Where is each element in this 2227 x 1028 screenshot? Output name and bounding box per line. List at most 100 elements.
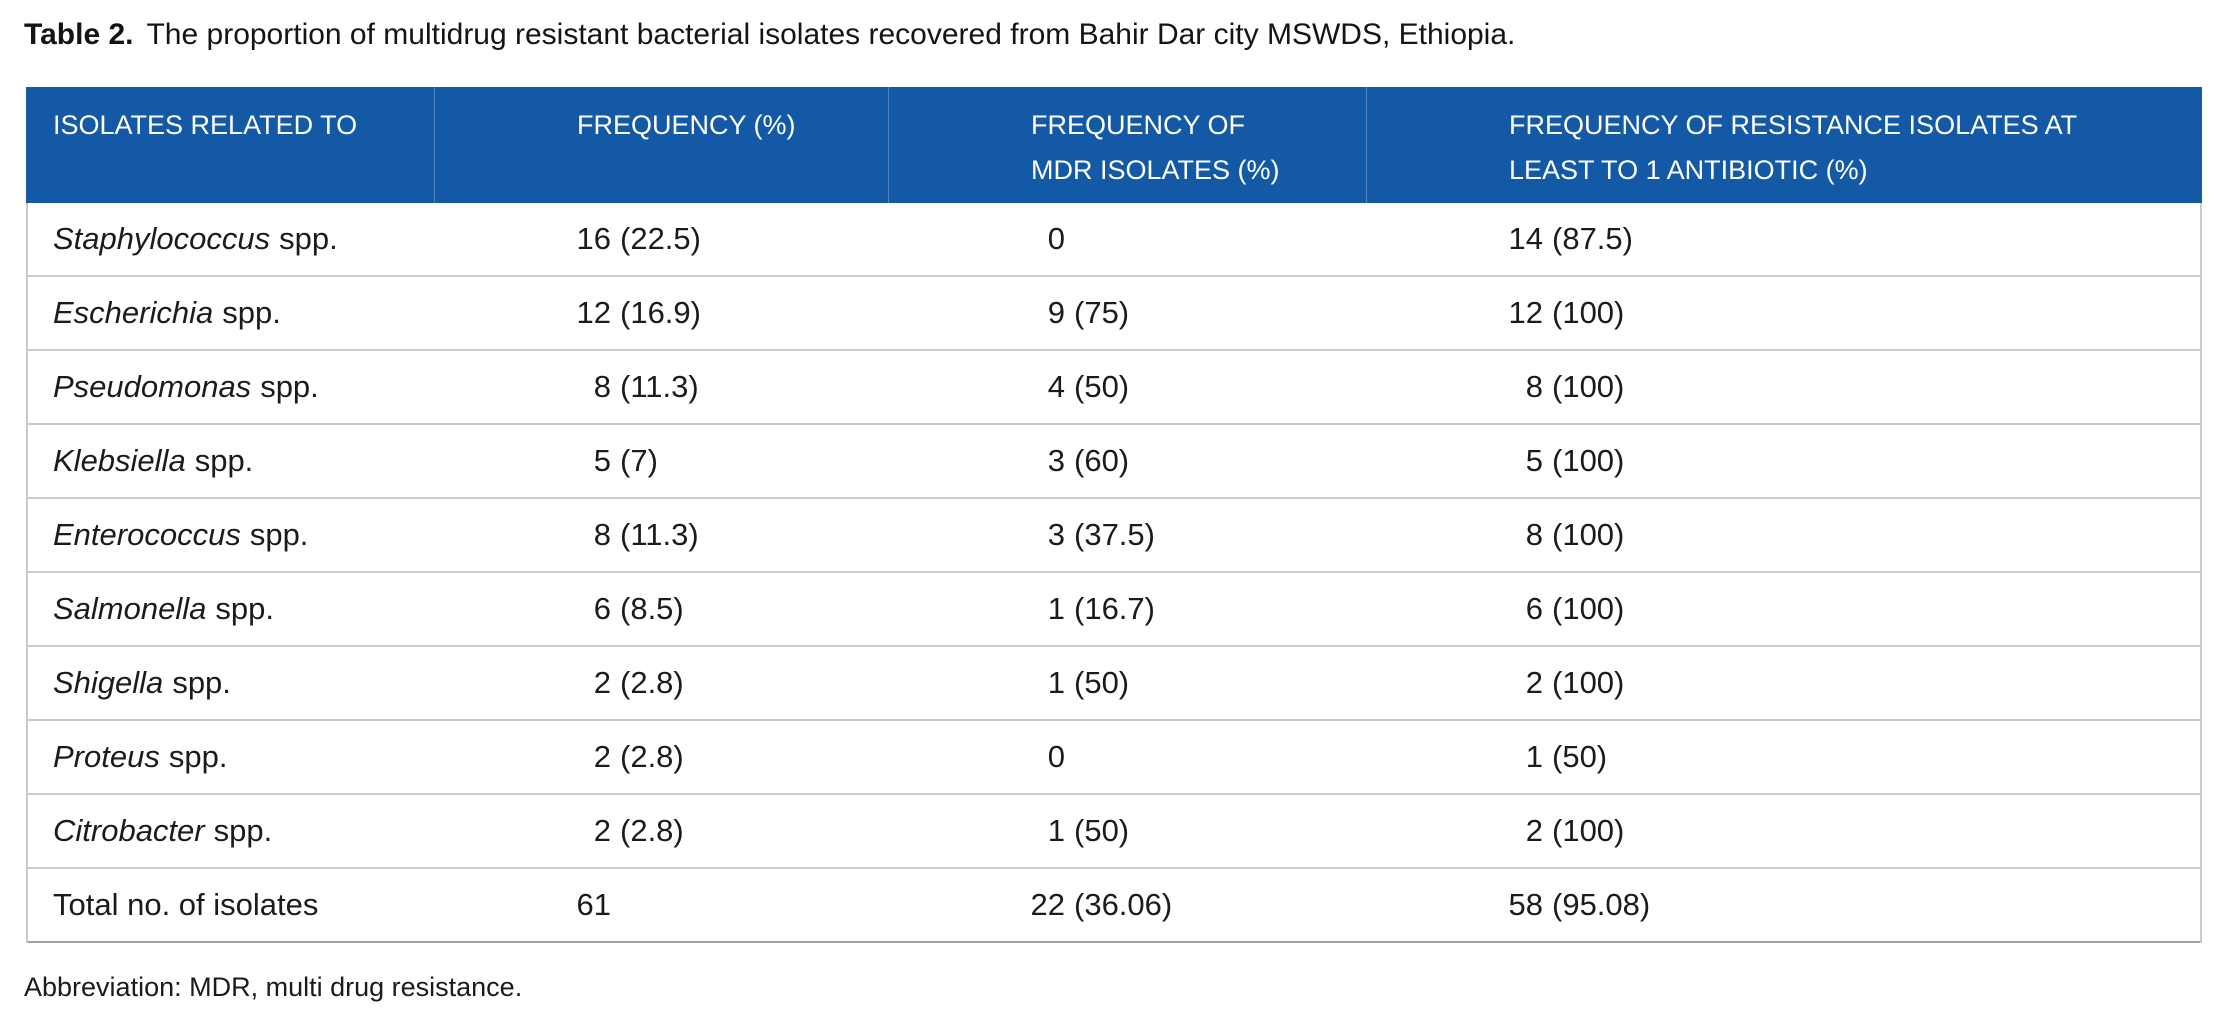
frequency-cell: 61 — [434, 887, 888, 923]
resistance-frequency-cell: 2 (100) — [1366, 665, 2200, 701]
column-header-frequency: FREQUENCY (%) — [434, 87, 888, 203]
species-suffix: spp. — [249, 517, 309, 552]
mdr-frequency-cell: 0 — [888, 739, 1366, 775]
mdr-count: 1 — [1047, 813, 1065, 848]
header-line: FREQUENCY OF — [1031, 110, 1246, 140]
header-line: FREQUENCY OF RESISTANCE ISOLATES AT — [1509, 110, 2078, 140]
frequency-count: 5 — [593, 443, 611, 478]
resistance-frequency-cell: 14 (87.5) — [1366, 221, 2200, 257]
resistance-count: 1 — [1525, 739, 1543, 774]
mdr-percent: (75) — [1074, 295, 1130, 330]
resistance-percent: (100) — [1552, 443, 1625, 478]
frequency-percent: (2.8) — [620, 665, 684, 700]
table-row: Salmonella spp. 6 (8.5) 1 (16.7) 6 (100) — [28, 573, 2200, 647]
species-suffix: spp. — [168, 739, 228, 774]
mdr-count: 3 — [1047, 443, 1065, 478]
mdr-percent: (36.06) — [1074, 887, 1173, 922]
mdr-count: 0 — [1047, 739, 1065, 774]
genus-name: Proteus — [53, 739, 160, 774]
table-row-total: Total no. of isolates 61 22 (36.06) 58 (95… — [28, 869, 2200, 943]
table-row: Citrobacter spp. 2 (2.8) 1 (50) 2 (100) — [28, 795, 2200, 869]
table-row: Klebsiella spp. 5 (7) 3 (60) 5 (100) — [28, 425, 2200, 499]
mdr-frequency-cell: 1 (16.7) — [888, 591, 1366, 627]
resistance-frequency-cell: 8 (100) — [1366, 517, 2200, 553]
frequency-cell: 12 (16.9) — [434, 295, 888, 331]
genus-name: Shigella — [53, 665, 164, 700]
frequency-count: 2 — [593, 813, 611, 848]
frequency-count: 61 — [576, 887, 611, 922]
frequency-cell: 16 (22.5) — [434, 221, 888, 257]
frequency-percent: (7) — [620, 443, 658, 478]
table-caption: Table 2. The proportion of multidrug resi… — [24, 20, 1515, 50]
footnote: Abbreviation: MDR, multi drug resistance… — [24, 972, 523, 1002]
table-row: Staphylococcus spp. 16 (22.5) 0 14 (87.5) — [28, 203, 2200, 277]
resistance-percent: (95.08) — [1552, 887, 1651, 922]
resistance-frequency-cell: 5 (100) — [1366, 443, 2200, 479]
table-row: Escherichia spp. 12 (16.9) 9 (75) 12 (100) — [28, 277, 2200, 351]
frequency-percent: (16.9) — [620, 295, 701, 330]
frequency-percent: (22.5) — [620, 221, 701, 256]
frequency-count: 6 — [593, 591, 611, 626]
species-suffix: spp. — [172, 665, 231, 700]
resistance-percent: (100) — [1552, 665, 1625, 700]
genus-name: Salmonella — [53, 591, 207, 626]
species-suffix: spp. — [279, 221, 338, 256]
caption-text: The proportion of multidrug resistant ba… — [146, 18, 1516, 51]
resistance-frequency-cell: 8 (100) — [1366, 369, 2200, 405]
mdr-count: 1 — [1047, 665, 1065, 700]
table-body: Staphylococcus spp. 16 (22.5) 0 14 (87.5) E… — [26, 203, 2202, 943]
genus-name: Klebsiella — [53, 443, 186, 478]
frequency-cell: 2 (2.8) — [434, 665, 888, 701]
mdr-count: 0 — [1047, 221, 1065, 256]
resistance-frequency-cell: 2 (100) — [1366, 813, 2200, 849]
frequency-count: 8 — [593, 517, 611, 552]
caption-label: Table 2. — [24, 18, 134, 51]
total-label: Total no. of isolates — [53, 887, 319, 922]
mdr-frequency-cell: 9 (75) — [888, 295, 1366, 331]
resistance-count: 2 — [1525, 813, 1543, 848]
frequency-count: 8 — [593, 369, 611, 404]
resistance-frequency-cell: 12 (100) — [1366, 295, 2200, 331]
genus-name: Citrobacter — [53, 813, 205, 848]
header-line: ISOLATES RELATED TO — [53, 110, 358, 140]
table-row: Enterococcus spp. 8 (11.3) 3 (37.5) 8 (100) — [28, 499, 2200, 573]
mdr-frequency-cell: 3 (37.5) — [888, 517, 1366, 553]
genus-name: Escherichia — [53, 295, 214, 330]
mdr-count: 4 — [1047, 369, 1065, 404]
header-line: LEAST TO 1 ANTIBIOTIC (%) — [1509, 155, 1868, 185]
isolate-name-cell: Enterococcus spp. — [28, 517, 434, 553]
frequency-percent: (8.5) — [620, 591, 684, 626]
isolate-name-cell: Klebsiella spp. — [28, 443, 434, 479]
isolate-name-cell: Shigella spp. — [28, 665, 434, 701]
header-line: MDR ISOLATES (%) — [1031, 155, 1280, 185]
frequency-percent: (11.3) — [620, 517, 699, 552]
frequency-cell: 8 (11.3) — [434, 369, 888, 405]
resistance-count: 8 — [1525, 369, 1543, 404]
resistance-frequency-cell: 58 (95.08) — [1366, 887, 2200, 923]
resistance-percent: (100) — [1552, 369, 1625, 404]
resistance-count: 6 — [1525, 591, 1543, 626]
genus-name: Enterococcus — [53, 517, 241, 552]
resistance-count: 14 — [1508, 221, 1543, 256]
data-table: ISOLATES RELATED TO FREQUENCY (%) FREQUE… — [26, 87, 2202, 943]
isolate-name-cell: Citrobacter spp. — [28, 813, 434, 849]
resistance-percent: (100) — [1552, 517, 1625, 552]
resistance-percent: (87.5) — [1552, 221, 1633, 256]
isolate-name-cell: Proteus spp. — [28, 739, 434, 775]
frequency-count: 2 — [593, 665, 611, 700]
frequency-count: 16 — [576, 221, 611, 256]
species-suffix: spp. — [194, 443, 254, 478]
table-row: Shigella spp. 2 (2.8) 1 (50) 2 (100) — [28, 647, 2200, 721]
mdr-frequency-cell: 4 (50) — [888, 369, 1366, 405]
species-suffix: spp. — [215, 591, 274, 626]
mdr-percent: (50) — [1074, 813, 1130, 848]
mdr-count: 22 — [1030, 887, 1065, 922]
mdr-percent: (50) — [1074, 369, 1130, 404]
mdr-percent: (60) — [1074, 443, 1130, 478]
frequency-percent: (2.8) — [620, 813, 684, 848]
mdr-frequency-cell: 22 (36.06) — [888, 887, 1366, 923]
column-header-mdr-frequency: FREQUENCY OF MDR ISOLATES (%) — [888, 87, 1366, 203]
resistance-percent: (100) — [1552, 295, 1625, 330]
mdr-frequency-cell: 1 (50) — [888, 813, 1366, 849]
genus-name: Staphylococcus — [53, 221, 271, 256]
